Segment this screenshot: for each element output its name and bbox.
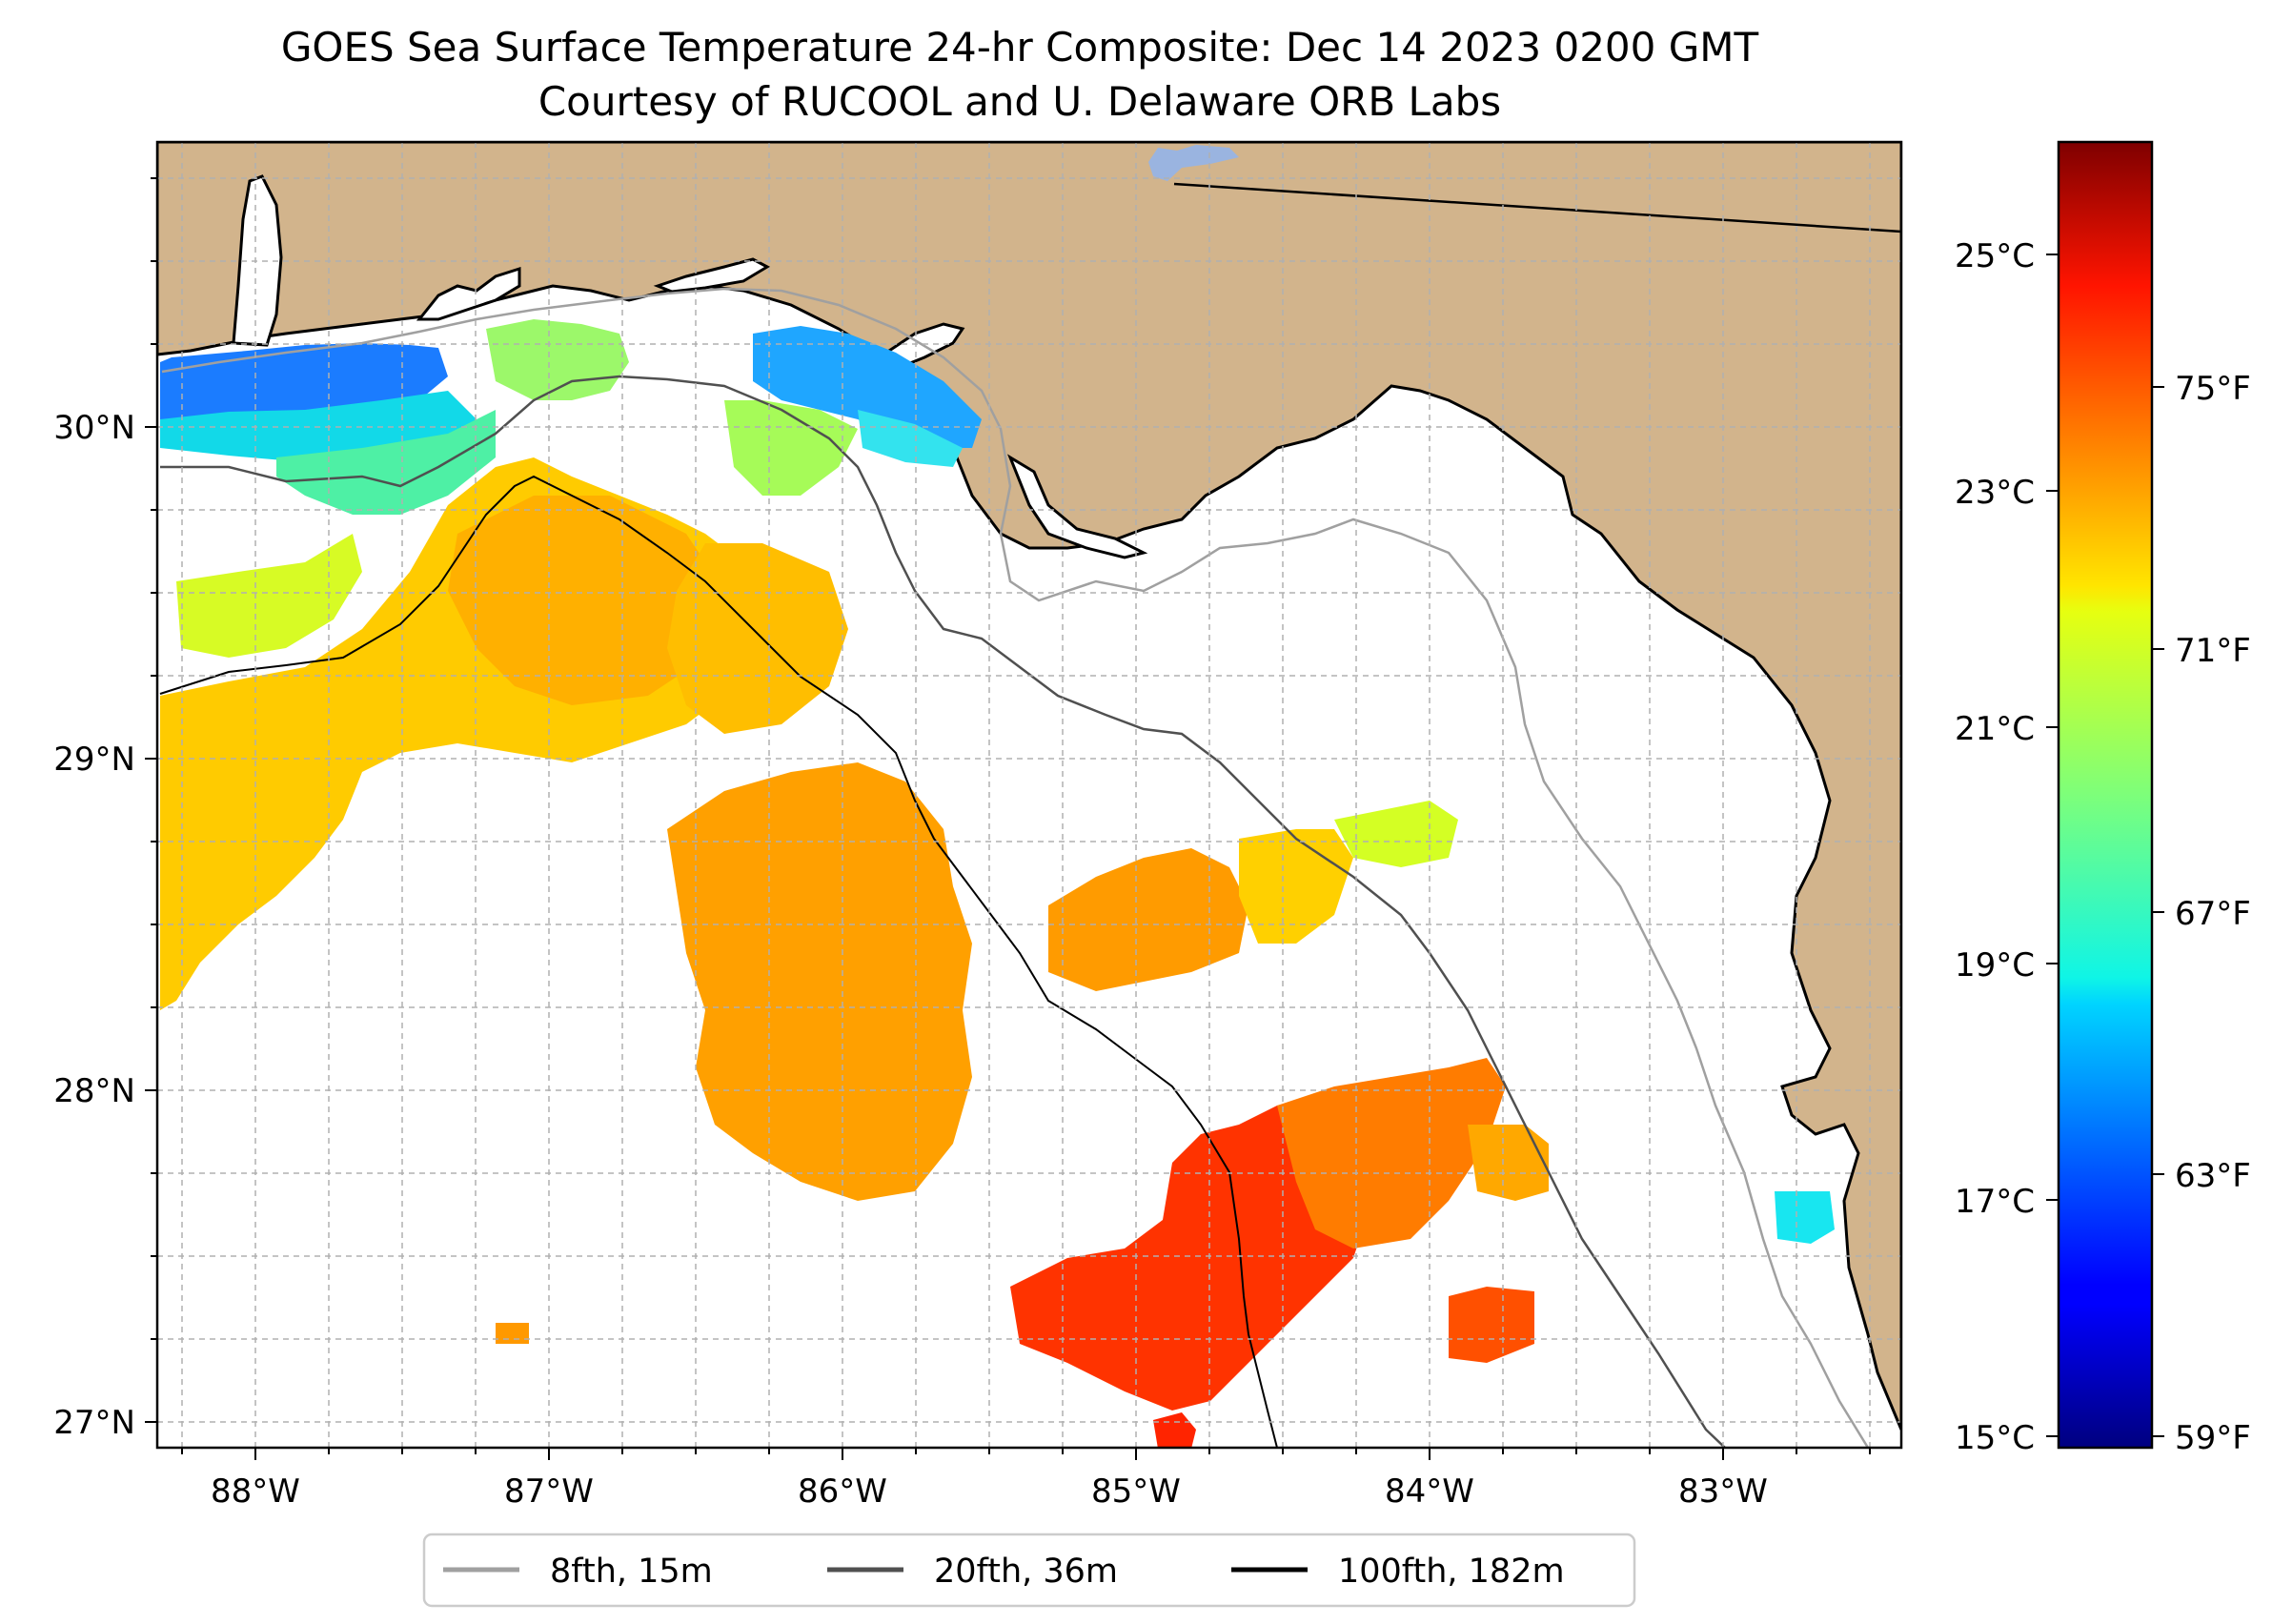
pensacola-bay: [416, 266, 521, 321]
colorbar: [2057, 140, 2154, 1450]
colorbar-celsius-label: 21°C: [1955, 710, 2035, 748]
legend-label-8fth: 8fth, 15m: [550, 1553, 713, 1591]
sst-patch-southeast-orange: [1468, 1125, 1549, 1201]
sst-patch-mid-orange: [1048, 848, 1248, 991]
isobath-20fth: [160, 375, 1726, 1448]
isobath-100fth: [159, 475, 1278, 1448]
legend-box: [422, 1533, 1636, 1608]
sst-patch-nw-green: [276, 410, 496, 515]
y-axis: [145, 177, 157, 1423]
lake-seminole: [1148, 145, 1239, 181]
x-axis: [181, 1448, 1871, 1460]
sst-patch-tampa-cyan: [1775, 1191, 1835, 1244]
legend-label-20fth: 20fth, 36m: [934, 1553, 1118, 1591]
colorbar-fahrenheit-label: 75°F: [2175, 370, 2251, 408]
x-tick-label: 83°W: [1678, 1472, 1768, 1511]
sst-patch-mid-yellowgreen: [1334, 801, 1458, 867]
colorbar-fahrenheit-label: 63°F: [2175, 1157, 2251, 1195]
x-tick-label: 86°W: [798, 1472, 887, 1511]
x-tick-label: 84°W: [1385, 1472, 1474, 1511]
colorbar-celsius-label: 17°C: [1955, 1183, 2035, 1221]
colorbar-celsius-label: 19°C: [1955, 946, 2035, 985]
colorbar-fahrenheit-label: 59°F: [2175, 1419, 2251, 1457]
colorbar-celsius-label: 15°C: [1955, 1419, 2035, 1457]
sst-patch-ne-cyan: [858, 410, 963, 467]
sst-patch-south-orange: [1277, 1058, 1506, 1248]
map-area[interactable]: [157, 142, 1901, 1449]
colorbar-fahrenheit-label: 71°F: [2175, 632, 2251, 670]
colorbar-celsius-label: 23°C: [1955, 474, 2035, 512]
colorbar-ticks-left: [2046, 254, 2059, 1437]
colorbar-celsius-label: 25°C: [1955, 237, 2035, 275]
title-line-1: GOES Sea Surface Temperature 24-hr Compo…: [281, 24, 1759, 71]
sst-patch-center-yellow: [667, 543, 848, 734]
legend: 8fth, 15m 20fth, 36m 100fth, 182m: [422, 1533, 1636, 1608]
y-tick-label: 29°N: [53, 741, 135, 779]
colorbar-fahrenheit-label: 67°F: [2175, 895, 2251, 933]
isobath-8fth: [161, 287, 1870, 1448]
x-tick-label: 88°W: [211, 1472, 300, 1511]
sst-patch-center-orange: [667, 762, 972, 1201]
gridlines: [157, 142, 1901, 1448]
x-tick-label: 87°W: [504, 1472, 594, 1511]
sst-patch-ne-green: [724, 400, 858, 496]
sst-patch-sw-orange: [496, 1323, 529, 1344]
legend-label-100fth: 100fth, 182m: [1338, 1553, 1565, 1591]
sst-patch-main-orange: [448, 496, 724, 705]
map-frame: [155, 140, 1903, 1450]
y-tick-label: 30°N: [53, 409, 135, 447]
sst-overlay: [160, 319, 1835, 1448]
colorbar-ticks-right: [2152, 386, 2164, 1437]
choctawhatchee-bay: [653, 257, 771, 294]
x-tick-label: 85°W: [1091, 1472, 1181, 1511]
sst-patch-west-yellowgreen: [176, 534, 362, 658]
sst-patch-ne-blue: [753, 326, 982, 448]
sst-patch-se-red: [1449, 1287, 1534, 1363]
apalachicola-bay: [1006, 454, 1148, 559]
y-tick-label: 28°N: [53, 1072, 135, 1110]
land-mainland: [157, 142, 1901, 1431]
title-line-2: Courtesy of RUCOOL and U. Delaware ORB L…: [538, 78, 1501, 125]
y-tick-label: 27°N: [53, 1404, 135, 1442]
state-boundary: [1173, 182, 1901, 233]
